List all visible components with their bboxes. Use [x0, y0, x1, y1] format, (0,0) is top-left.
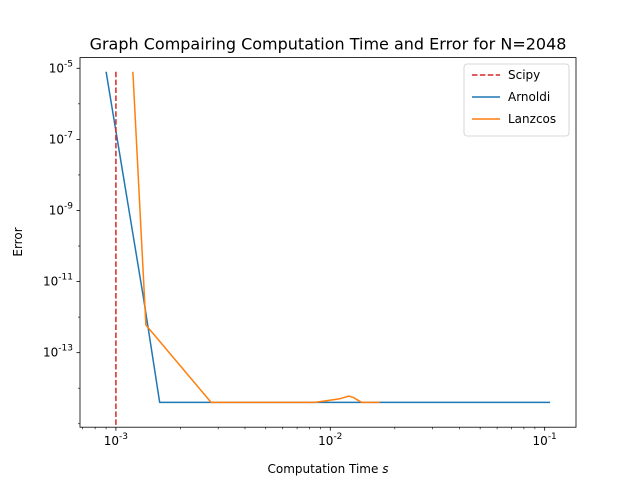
y-tick-label: 10-9: [49, 201, 74, 217]
legend-box: [463, 63, 570, 137]
y-tick-label: 10-13: [43, 344, 73, 360]
x-tick-label: 10-2: [318, 432, 342, 448]
y-axis-label: Error: [11, 227, 25, 256]
y-tick-label: 10-5: [49, 59, 73, 75]
y-tick-label: 10-11: [43, 273, 73, 289]
chart-title: Graph Compairing Computation Time and Er…: [90, 35, 567, 54]
legend-label-lanzcos: Lanzcos: [508, 112, 556, 126]
x-tick-label: 10-1: [533, 432, 557, 448]
legend-label-arnoldi: Arnoldi: [508, 90, 550, 104]
legend-label-scipy: Scipy: [508, 68, 540, 82]
series-line-lanzcos: [132, 71, 380, 404]
plot-frame: [79, 57, 577, 428]
x-tick-label: 10-3: [104, 432, 128, 448]
x-axis-label: Computation Time s: [268, 462, 389, 476]
y-tick-label: 10-7: [49, 130, 73, 146]
